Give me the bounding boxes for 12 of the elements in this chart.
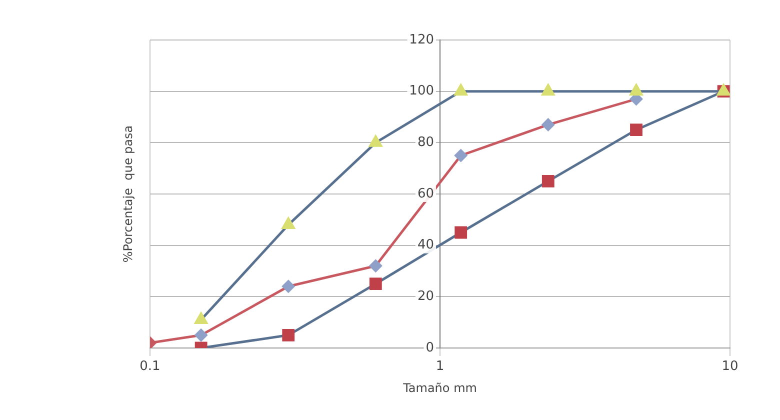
y-tick-label: 120 [409,32,434,48]
y-tick-label: 80 [417,135,434,150]
y-tick-label: 40 [417,238,434,253]
x-tick-label: 10 [722,359,738,374]
x-axis-title: Tamaño mm [402,380,477,395]
y-tick-label: 20 [417,289,434,304]
y-tick-label: 100 [409,84,434,99]
y-tick-label: 0 [426,340,434,356]
x-tick-label: 0.1 [140,359,160,374]
x-tick-label: 1 [436,359,444,374]
y-axis-title: %Porcentaje que pasa [121,125,136,263]
y-tick-label: 60 [417,186,434,202]
